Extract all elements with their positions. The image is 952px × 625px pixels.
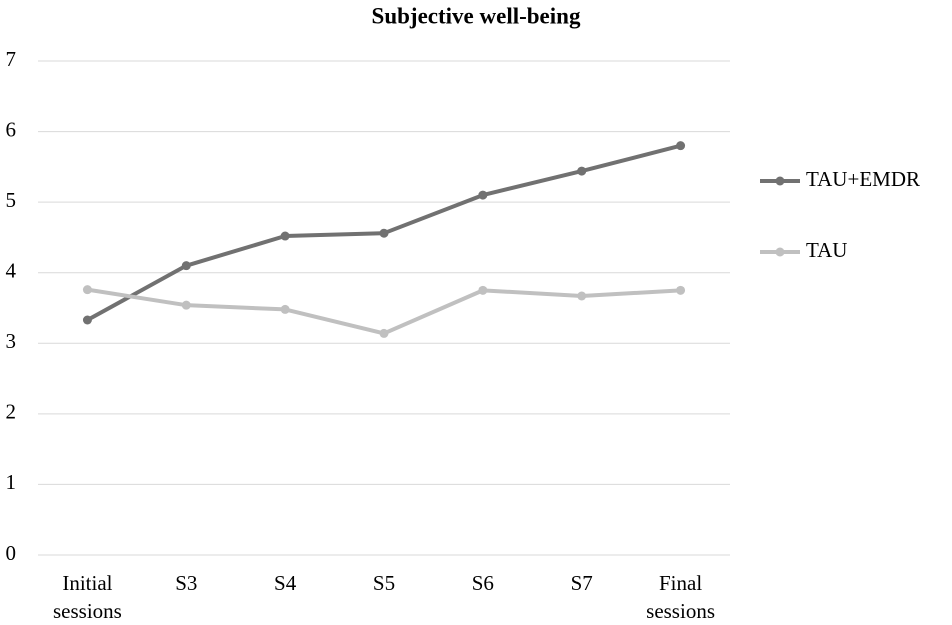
x-tick-label: S3 <box>175 571 197 595</box>
x-tick-label: S4 <box>274 571 297 595</box>
x-tick-label: S6 <box>472 571 494 595</box>
data-point <box>478 190 488 200</box>
y-tick-label: 6 <box>6 117 17 141</box>
y-tick-label: 7 <box>6 47 17 71</box>
legend-marker <box>775 247 785 257</box>
y-tick-label: 5 <box>6 188 17 212</box>
data-point <box>676 285 686 295</box>
chart-title: Subjective well-being <box>372 3 581 28</box>
data-point <box>478 285 488 295</box>
data-point <box>280 231 290 241</box>
legend-label: TAU+EMDR <box>806 167 920 191</box>
data-point <box>82 315 92 325</box>
y-tick-label: 0 <box>6 541 17 565</box>
legend-marker <box>775 176 785 186</box>
data-point <box>181 300 191 310</box>
y-tick-label: 2 <box>6 400 17 424</box>
data-point <box>577 166 587 176</box>
data-point <box>577 291 587 301</box>
data-point <box>676 141 686 151</box>
data-point <box>181 261 191 271</box>
y-tick-label: 4 <box>6 259 17 283</box>
data-point <box>379 328 389 338</box>
x-tick-label: S7 <box>571 571 593 595</box>
x-tick-label: Final sessions <box>646 571 715 623</box>
y-tick-label: 3 <box>6 329 17 353</box>
x-tick-label: S5 <box>373 571 395 595</box>
series-line <box>87 287 681 336</box>
data-point <box>379 228 389 238</box>
x-tick-label: Initial sessions <box>53 571 122 623</box>
legend-label: TAU <box>806 238 847 262</box>
y-tick-label: 1 <box>6 470 17 494</box>
data-point <box>82 285 92 295</box>
data-point <box>280 304 290 314</box>
